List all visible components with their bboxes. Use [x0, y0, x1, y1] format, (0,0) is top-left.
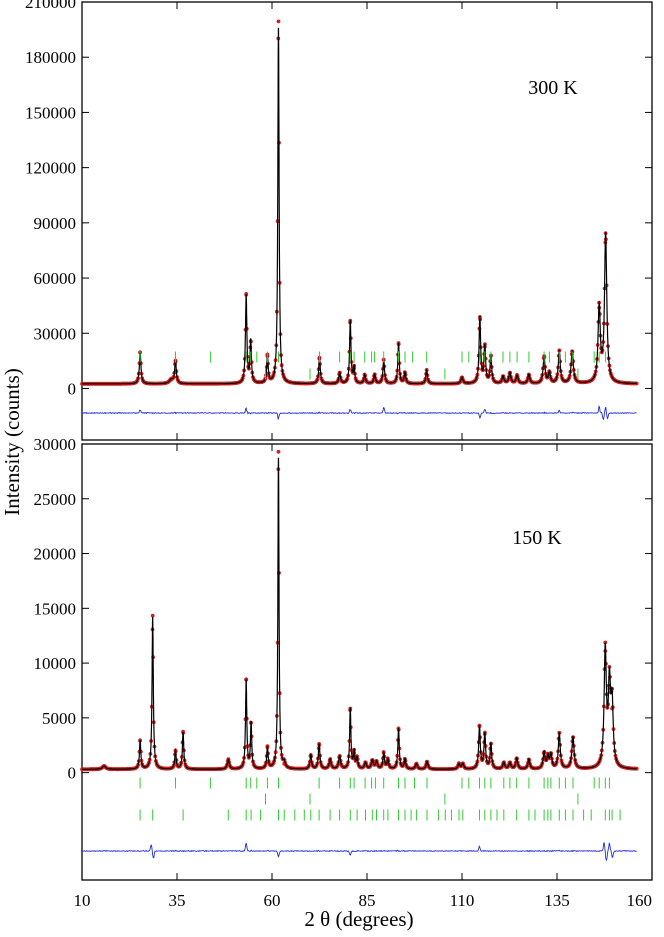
- y-tick-label: 180000: [25, 48, 76, 67]
- difference-curve: [81, 842, 637, 862]
- plot-frame: [81, 443, 653, 881]
- reflection-row-1: [139, 777, 610, 789]
- y-tick-label: 90000: [34, 214, 77, 233]
- temperature-label: 150 K: [512, 527, 562, 549]
- y-tick-label: 10000: [34, 654, 77, 673]
- x-axis-label: 2 θ (degrees): [304, 907, 413, 931]
- temperature-label: 300 K: [528, 77, 578, 99]
- calculated-profile: [82, 457, 637, 770]
- y-tick-label: 5000: [42, 709, 76, 728]
- panels: 0300006000090000120000150000180000210000…: [25, 0, 653, 910]
- panel-1: 0 30000 60000 90000 120000 150000 180000 210000…: [25, 0, 653, 441]
- reflection-row-2: [265, 368, 579, 380]
- y-tick-label: 60000: [34, 269, 77, 288]
- y-axis-label: Intensity (counts): [0, 368, 24, 516]
- y-tick-label: 210000: [25, 0, 76, 12]
- x-tick-label: 135: [544, 891, 570, 910]
- observed-point: [634, 766, 639, 771]
- plot-frame: [81, 1, 653, 441]
- y-tick-label: 25000: [34, 490, 77, 509]
- difference-curve: [81, 405, 637, 421]
- y-tick-label: 15000: [34, 599, 77, 618]
- y-tick-label: 0: [68, 379, 77, 398]
- y-tick-label: 120000: [25, 159, 76, 178]
- observed-point: [276, 19, 281, 24]
- observed-profile: [80, 19, 639, 386]
- x-tick-label: 160: [627, 891, 653, 910]
- x-tick-label: 35: [169, 891, 186, 910]
- x-tick-label: 10: [74, 891, 91, 910]
- reflection-row-2: [265, 793, 579, 805]
- observed-point: [634, 381, 639, 386]
- x-tick-label: 85: [359, 891, 376, 910]
- observed-point: [150, 613, 155, 618]
- reflection-row-1: [139, 351, 607, 363]
- observed-profile: [80, 449, 639, 772]
- panel-2: 0 5000 10000 15000 20000 25000 30000 150 K: [34, 435, 653, 881]
- y-tick-label: 30000: [34, 435, 77, 454]
- observed-point: [603, 640, 608, 645]
- x-tick-label: 110: [450, 891, 475, 910]
- y-tick-label: 30000: [34, 324, 77, 343]
- x-tick-label: 60: [264, 891, 281, 910]
- reflection-row-3: [139, 809, 621, 821]
- x-tick-labels: 10 35 60 85 110 135 160: [74, 891, 653, 910]
- y-tick-label: 0: [68, 764, 77, 783]
- y-tick-label: 20000: [34, 545, 77, 564]
- y-tick-label: 150000: [25, 103, 76, 122]
- observed-point: [276, 449, 281, 454]
